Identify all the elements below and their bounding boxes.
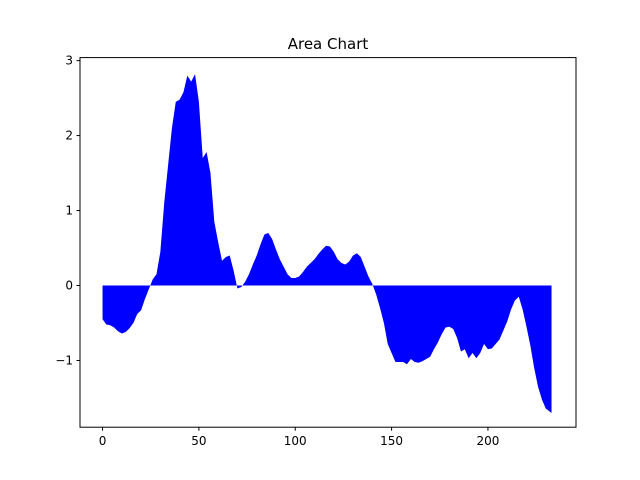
x-tick-label: 50 bbox=[191, 434, 206, 448]
area-series bbox=[102, 74, 552, 413]
y-tick-label: 2 bbox=[65, 129, 73, 143]
x-axis: 0 50 100 150 200 bbox=[99, 427, 499, 448]
chart-title: Area Chart bbox=[288, 35, 369, 53]
x-tick-label: 200 bbox=[476, 434, 499, 448]
y-tick-label: 1 bbox=[65, 204, 73, 218]
y-tick-label: 0 bbox=[65, 279, 73, 293]
y-axis: −1 0 1 2 3 bbox=[55, 54, 80, 367]
x-tick-label: 100 bbox=[284, 434, 307, 448]
y-tick-label: −1 bbox=[55, 353, 73, 367]
axes-frame bbox=[79, 57, 577, 428]
x-tick-label: 150 bbox=[380, 434, 403, 448]
y-tick-label: 3 bbox=[65, 54, 73, 68]
x-tick-label: 0 bbox=[99, 434, 107, 448]
plot-area bbox=[79, 57, 577, 428]
